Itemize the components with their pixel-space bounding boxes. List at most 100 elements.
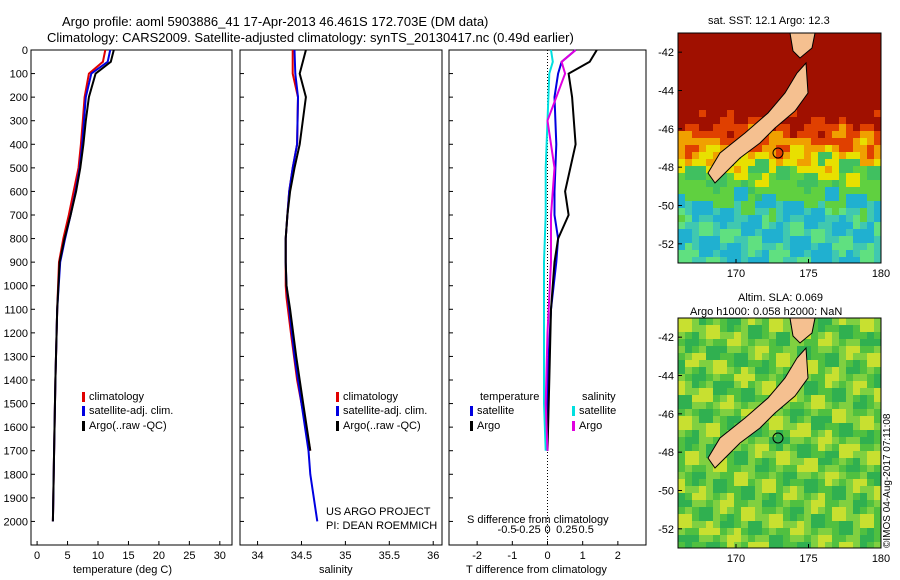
map-y-tick-label: -48 xyxy=(658,447,674,459)
x-tick-label: 10 xyxy=(92,550,104,562)
legend-argo-t: Argo(..raw -QC) xyxy=(82,420,167,432)
x-axis-label-tdiff: T difference from climatology xyxy=(466,564,607,576)
map-y-tick-label: -44 xyxy=(658,86,674,98)
x-tick-label: 30 xyxy=(214,550,226,562)
map-x-tick-label: 170 xyxy=(727,268,745,280)
map-y-tick-label: -42 xyxy=(658,47,674,59)
chart-title-line1: Argo profile: aoml 5903886_41 17-Apr-201… xyxy=(62,14,489,29)
series-line-satellite xyxy=(51,49,112,522)
legend-s-satellite: satellite xyxy=(572,405,616,417)
y-tick-label: 300 xyxy=(10,116,28,128)
y-tick-label: 0 xyxy=(22,45,28,57)
map-y-tick-label: -50 xyxy=(658,201,674,213)
legend-temperature-heading: temperature xyxy=(480,391,540,403)
y-tick-label: 900 xyxy=(10,257,28,269)
series-line-climatology xyxy=(51,49,107,522)
s-diff-tick-label: -0.5 xyxy=(498,524,517,536)
map-x-tick-label: 180 xyxy=(872,268,890,280)
x-tick-label: 2 xyxy=(615,550,621,562)
x-tick-label: 0 xyxy=(544,550,550,562)
y-tick-label: 100 xyxy=(10,69,28,81)
legend-s-argo: Argo xyxy=(572,420,602,432)
argo-float-marker xyxy=(772,147,784,159)
legend-climatology-t: climatology xyxy=(82,391,144,403)
s-difference-label: S difference from climatology xyxy=(467,514,609,526)
series-line-salinity-argo xyxy=(544,49,577,451)
s-diff-tick-label: 0.5 xyxy=(579,524,594,536)
argo-float-marker xyxy=(772,432,784,444)
s-diff-tick-label: -0.25 xyxy=(516,524,541,536)
x-tick-label: -1 xyxy=(507,550,517,562)
y-tick-label: 1100 xyxy=(4,304,28,316)
s-diff-tick-label: 0 xyxy=(544,524,550,536)
x-tick-label: 34 xyxy=(251,550,263,562)
y-tick-label: 2000 xyxy=(4,516,28,528)
map-y-tick-label: -42 xyxy=(658,332,674,344)
y-tick-label: 600 xyxy=(10,186,28,198)
x-tick-label: -2 xyxy=(472,550,482,562)
map-x-tick-label: 170 xyxy=(727,553,745,565)
imos-watermark: ©IMOS 04-Aug-2017 07:11:08 xyxy=(882,413,893,549)
x-tick-label: 0 xyxy=(34,550,40,562)
x-tick-label: 36 xyxy=(427,550,439,562)
south-island-landmass xyxy=(707,346,809,469)
y-tick-label: 500 xyxy=(10,163,28,175)
project-label: US ARGO PROJECT xyxy=(326,506,431,518)
y-tick-label: 1500 xyxy=(4,399,28,411)
x-axis-label-temperature: temperature (deg C) xyxy=(73,564,173,576)
y-tick-label: 1900 xyxy=(4,493,28,505)
chart-title-line2: Climatology: CARS2009. Satellite-adjuste… xyxy=(47,30,574,45)
series-line-satellite xyxy=(284,49,319,522)
sla-map-field xyxy=(678,318,881,548)
y-tick-label: 1000 xyxy=(4,281,28,293)
y-tick-label: 800 xyxy=(10,234,28,246)
map-y-tick-label: -46 xyxy=(658,409,674,421)
s-diff-tick-label: 0.25 xyxy=(556,524,577,536)
legend-argo-s: Argo(..raw -QC) xyxy=(336,420,421,432)
legend-t-argo: Argo xyxy=(470,420,500,432)
sst-map-frame xyxy=(677,32,882,264)
legend-climatology-s: climatology xyxy=(336,391,398,403)
x-tick-label: 35 xyxy=(339,550,351,562)
y-tick-label: 200 xyxy=(10,92,28,104)
sst-map-title: sat. SST: 12.1 Argo: 12.3 xyxy=(708,15,830,27)
y-tick-label: 1800 xyxy=(4,469,28,481)
x-tick-label: 35.5 xyxy=(379,550,400,562)
series-line-temperature-argo xyxy=(546,49,598,451)
panel-frame-salinity-panel xyxy=(239,49,443,546)
legend-satellite-s: satellite-adj. clim. xyxy=(336,405,427,417)
legend-t-satellite: satellite xyxy=(470,405,514,417)
series-line-salinity-satellite xyxy=(543,49,554,451)
legend-satellite-t: satellite-adj. clim. xyxy=(82,405,173,417)
map-y-tick-label: -52 xyxy=(658,239,674,251)
series-line-argo xyxy=(284,49,312,451)
y-tick-label: 1700 xyxy=(4,446,28,458)
pi-label: PI: DEAN ROEMMICH xyxy=(326,520,438,532)
map-y-tick-label: -44 xyxy=(658,371,674,383)
sla-map-frame xyxy=(677,317,882,549)
x-tick-label: 25 xyxy=(183,550,195,562)
x-tick-label: 1 xyxy=(580,550,586,562)
y-tick-label: 1600 xyxy=(4,422,28,434)
y-tick-label: 1400 xyxy=(4,375,28,387)
sla-map-title-2: Argo h1000: 0.058 h2000: NaN xyxy=(690,306,843,318)
y-tick-label: 400 xyxy=(10,139,28,151)
south-island-landmass xyxy=(707,61,809,184)
map-y-tick-label: -46 xyxy=(658,124,674,136)
map-y-tick-label: -50 xyxy=(658,486,674,498)
map-x-tick-label: 180 xyxy=(872,553,890,565)
series-line-argo xyxy=(51,49,115,522)
x-axis-label-salinity: salinity xyxy=(319,564,353,576)
x-tick-label: 20 xyxy=(153,550,165,562)
sla-map-title-1: Altim. SLA: 0.069 xyxy=(738,292,823,304)
legend-salinity-heading: salinity xyxy=(582,391,616,403)
map-y-tick-label: -52 xyxy=(658,524,674,536)
x-tick-label: 5 xyxy=(64,550,70,562)
y-tick-label: 700 xyxy=(10,210,28,222)
map-x-tick-label: 175 xyxy=(799,553,817,565)
map-y-tick-label: -48 xyxy=(658,162,674,174)
x-tick-label: 34.5 xyxy=(291,550,312,562)
map-x-tick-label: 175 xyxy=(799,268,817,280)
panel-frame-temperature-panel xyxy=(30,49,233,546)
